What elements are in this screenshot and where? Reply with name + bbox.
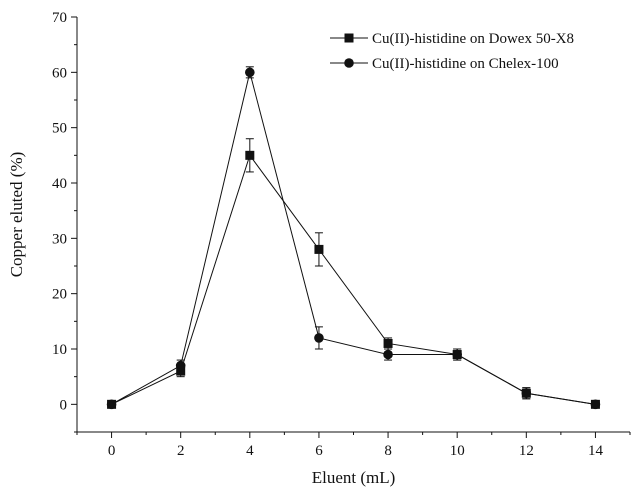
legend-marker — [344, 58, 354, 68]
legend-marker — [344, 33, 354, 43]
x-tick-label: 8 — [384, 443, 392, 459]
x-tick-label: 2 — [177, 443, 185, 459]
data-point — [383, 338, 393, 348]
data-point — [314, 244, 324, 254]
x-tick-label: 14 — [588, 443, 604, 459]
axes — [76, 17, 630, 433]
y-tick-label: 60 — [52, 65, 67, 81]
data-point — [314, 333, 324, 343]
x-tick-label: 6 — [315, 443, 323, 459]
y-tick-label: 10 — [52, 342, 67, 358]
legend: Cu(II)-histidine on Dowex 50-X8 Cu(II)-hi… — [330, 31, 574, 72]
x-tick-label: 4 — [246, 443, 254, 459]
x-tick-label: 10 — [450, 443, 465, 459]
legend-label: Cu(II)-histidine on Dowex 50-X8 — [372, 31, 574, 47]
data-point — [383, 349, 393, 360]
data-point — [521, 388, 532, 399]
y-tick-label: 20 — [52, 287, 67, 303]
ticks: 0 10 20 30 40 50 60 70 0 2 4 6 8 10 12 14 — [52, 10, 631, 459]
y-tick-label: 0 — [60, 397, 68, 413]
series-2 — [106, 66, 601, 410]
x-axis-label: Eluent (mL) — [312, 468, 396, 487]
data-point — [175, 360, 186, 371]
x-tick-label: 0 — [108, 443, 116, 459]
series-line — [111, 72, 596, 405]
y-tick-label: 70 — [52, 10, 67, 26]
y-tick-label: 50 — [52, 121, 67, 137]
x-tick-label: 12 — [519, 443, 534, 459]
data-point — [245, 150, 255, 160]
data-point — [106, 399, 117, 410]
y-axis-label: Copper eluted (%) — [7, 152, 26, 278]
legend-label: Cu(II)-histidine on Chelex-100 — [372, 56, 559, 72]
series-layer — [106, 66, 601, 410]
y-tick-label: 40 — [52, 176, 67, 192]
data-point — [452, 349, 462, 360]
data-point — [245, 67, 255, 78]
data-point — [590, 399, 601, 410]
y-tick-label: 30 — [52, 231, 67, 247]
